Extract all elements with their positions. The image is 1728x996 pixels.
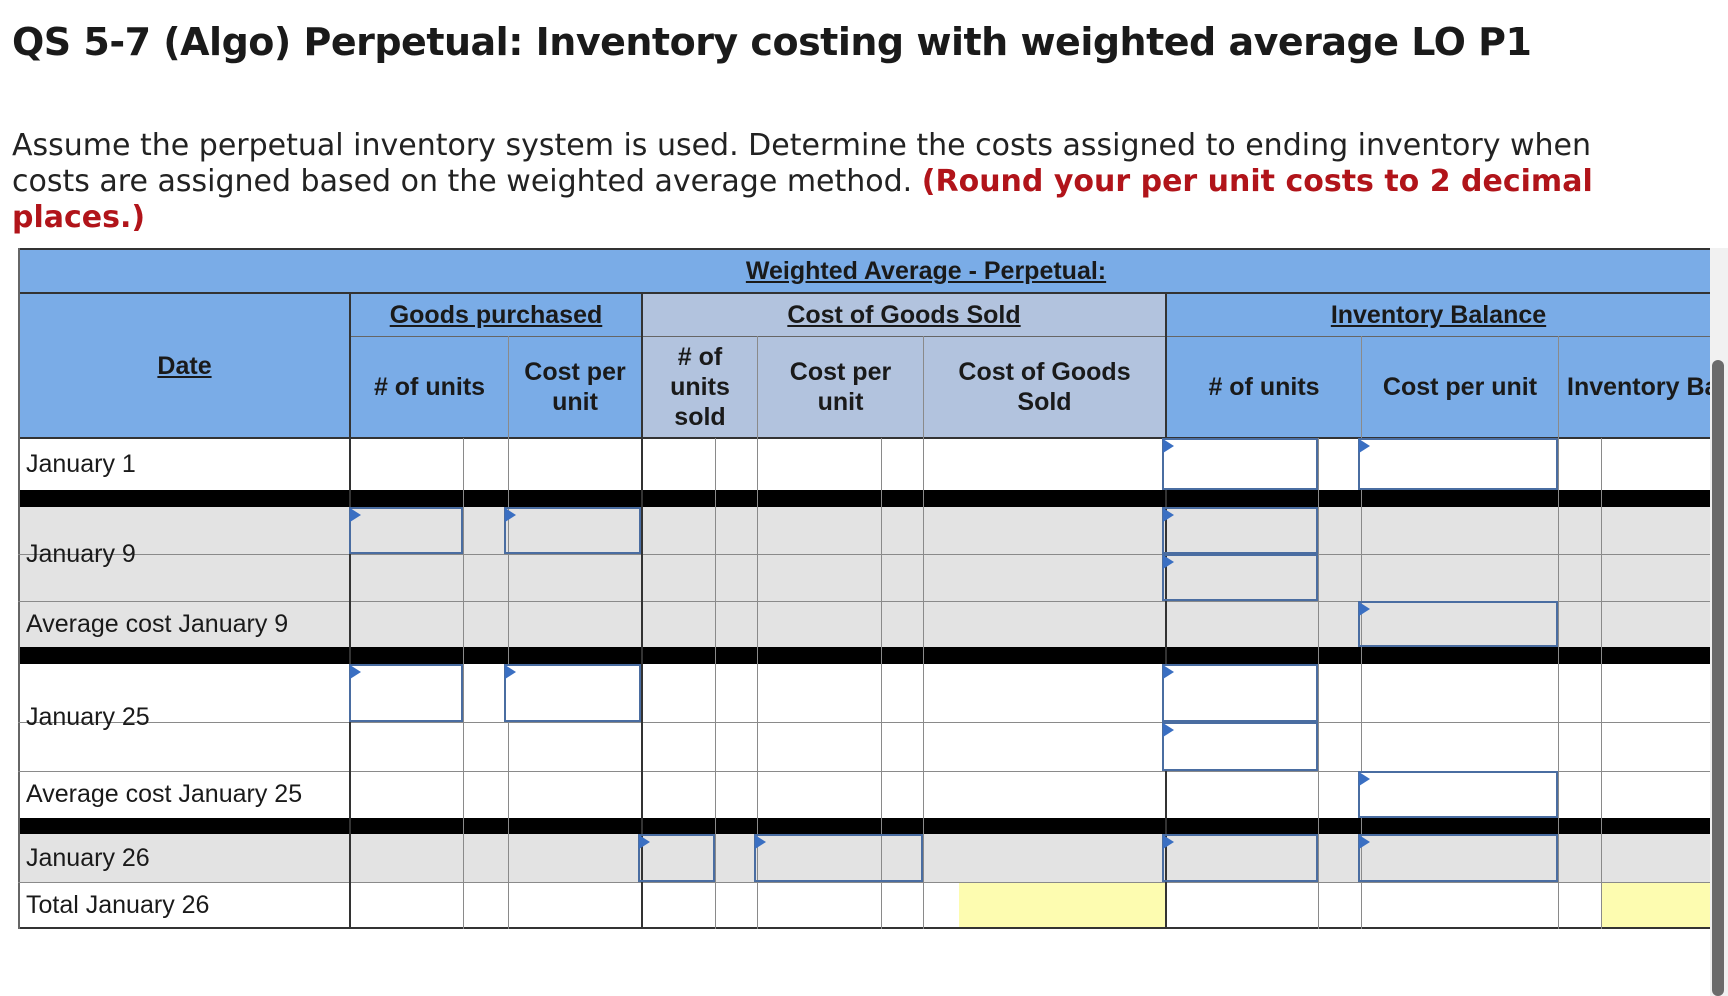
total-inventory-cell: [1602, 882, 1710, 928]
col-divider: [508, 336, 509, 929]
group-goods-purchased: Goods purchased: [389, 301, 603, 329]
col-divider: [881, 438, 882, 929]
col-divider: [641, 292, 643, 929]
col-date: Date: [157, 351, 212, 380]
col-ib-units: # of units: [1208, 373, 1320, 401]
row-label-jan26: January 26: [26, 843, 150, 872]
col-divider: [1601, 438, 1602, 929]
row-label-avg-jan25: Average cost January 25: [26, 780, 303, 808]
row-divider: [18, 722, 1710, 723]
input-jan26-ib-cost[interactable]: [1358, 834, 1558, 882]
input-avg-jan25-ib-cost[interactable]: [1358, 771, 1558, 818]
input-jan9-ib-units-2[interactable]: [1162, 554, 1318, 601]
col-divider: [715, 438, 716, 929]
total-cogs-cell: [959, 882, 1166, 928]
col-divider: [349, 292, 351, 929]
row-label-total-jan26: Total January 26: [26, 890, 210, 919]
col-divider: [923, 336, 924, 929]
row-label-jan1: January 1: [26, 449, 136, 478]
table-border-left: [18, 248, 20, 929]
row-bg-jan26: [18, 834, 1710, 882]
row-bg-avg-jan9: [18, 601, 1710, 647]
col-gp-units: # of units: [373, 373, 486, 401]
header-divider: [18, 292, 1710, 294]
row-label-jan9: January 9: [26, 539, 136, 568]
main-header: Weighted Average - Perpetual:: [745, 257, 1107, 285]
col-gp-cost: Cost per unit: [524, 358, 626, 416]
separator-band: [18, 490, 1710, 507]
input-jan1-ib-units[interactable]: [1162, 438, 1318, 490]
input-jan25-ib-units-2[interactable]: [1162, 722, 1318, 771]
input-avg-jan9-ib-cost[interactable]: [1358, 601, 1558, 647]
group-inventory-balance: Inventory Balance: [1330, 301, 1547, 329]
col-cogs-total: Cost of Goods Sold: [958, 358, 1131, 416]
row-label-jan25: January 25: [26, 703, 150, 731]
col-ib-cost: Cost per unit: [1382, 373, 1538, 401]
col-divider: [1558, 336, 1559, 929]
row-label-avg-jan9: Average cost January 9: [26, 609, 289, 638]
rounding-note: (Round your per unit costs to 2 decimal …: [12, 164, 1593, 235]
table-border-bottom: [18, 927, 1710, 929]
separator-band: [18, 647, 1710, 664]
input-jan25-gp-units[interactable]: [349, 664, 463, 722]
inventory-worksheet-table: Weighted Average - Perpetual: Goods purc…: [18, 248, 1710, 929]
col-divider: [1361, 336, 1362, 929]
input-jan25-ib-units-1[interactable]: [1162, 664, 1318, 722]
separator-band: [18, 818, 1710, 834]
input-jan1-ib-cost[interactable]: [1358, 438, 1558, 490]
instructions-text: Assume the perpetual inventory system is…: [12, 128, 1591, 199]
table-border-top: [18, 248, 1710, 250]
input-jan9-ib-units-1[interactable]: [1162, 507, 1318, 554]
scrollbar-thumb[interactable]: [1712, 360, 1724, 996]
subheader-divider: [349, 336, 1710, 337]
instructions: Assume the perpetual inventory system is…: [12, 128, 1662, 236]
row-divider: [18, 882, 1710, 883]
input-jan9-gp-cost[interactable]: [504, 507, 641, 554]
cogs-header-background: [642, 292, 1166, 438]
col-cogs-units: # of units sold: [670, 343, 730, 431]
input-jan9-gp-units[interactable]: [349, 507, 463, 554]
input-jan26-ib-units[interactable]: [1162, 834, 1318, 882]
input-jan26-cogs-cost[interactable]: [754, 834, 923, 882]
row-divider: [18, 601, 1710, 602]
col-divider: [1165, 292, 1167, 929]
col-cogs-cost: Cost per unit: [789, 358, 892, 416]
page-title: QS 5-7 (Algo) Perpetual: Inventory costi…: [12, 20, 1532, 64]
col-divider: [757, 336, 758, 929]
group-cogs: Cost of Goods Sold: [787, 301, 1021, 329]
header-bottom: [18, 437, 1710, 439]
row-divider: [18, 771, 1710, 772]
input-jan25-gp-cost[interactable]: [504, 664, 641, 722]
col-divider: [463, 438, 464, 929]
input-jan26-cogs-units[interactable]: [638, 834, 715, 882]
col-divider: [1318, 438, 1319, 929]
row-divider: [18, 554, 1710, 555]
col-ib-balance: Inventory Ba: [1567, 373, 1710, 401]
